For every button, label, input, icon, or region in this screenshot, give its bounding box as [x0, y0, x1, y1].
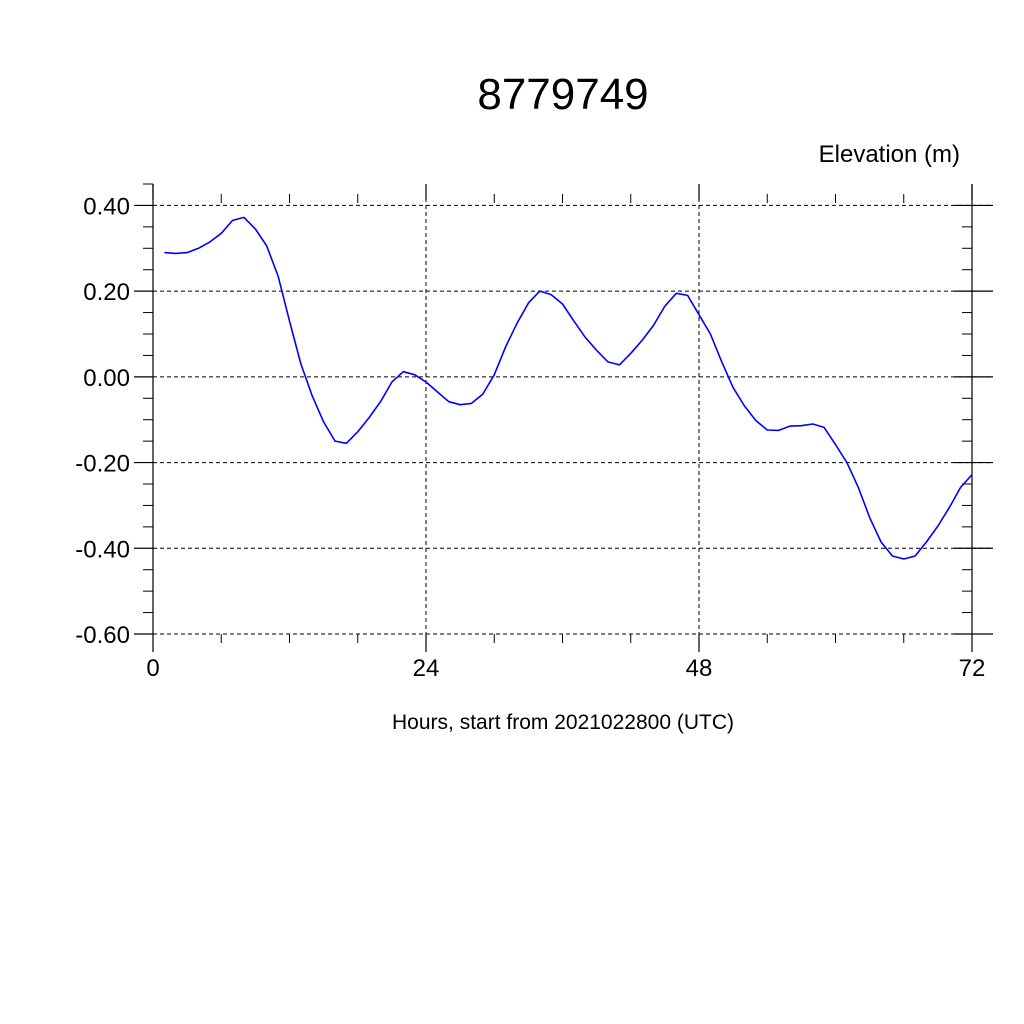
axes-layer — [134, 183, 993, 652]
y-tick-label: 0.00 — [83, 365, 130, 392]
chart-title: 8779749 — [477, 70, 648, 119]
x-tick-label: 24 — [413, 655, 440, 682]
y-tick-label: -0.20 — [75, 451, 130, 478]
y-tick-label: -0.60 — [75, 622, 130, 649]
x-tick-label: 48 — [686, 655, 713, 682]
y-axis-label: Elevation (m) — [819, 141, 960, 168]
x-tick-label: 72 — [959, 655, 986, 682]
elevation-series-line — [164, 216, 973, 560]
series-layer — [164, 216, 973, 560]
y-tick-label: 0.20 — [83, 279, 130, 306]
tick-label-layer: 0 24 48 72 0.40 0.20 0.00 -0.20 -0.40 -0.60 — [75, 193, 985, 682]
grid-layer — [153, 184, 993, 635]
x-axis-label: Hours, start from 2021022800 (UTC) — [392, 711, 734, 734]
y-tick-label: 0.40 — [83, 193, 130, 220]
y-tick-label: -0.40 — [75, 536, 130, 563]
x-tick-label: 0 — [146, 655, 159, 682]
